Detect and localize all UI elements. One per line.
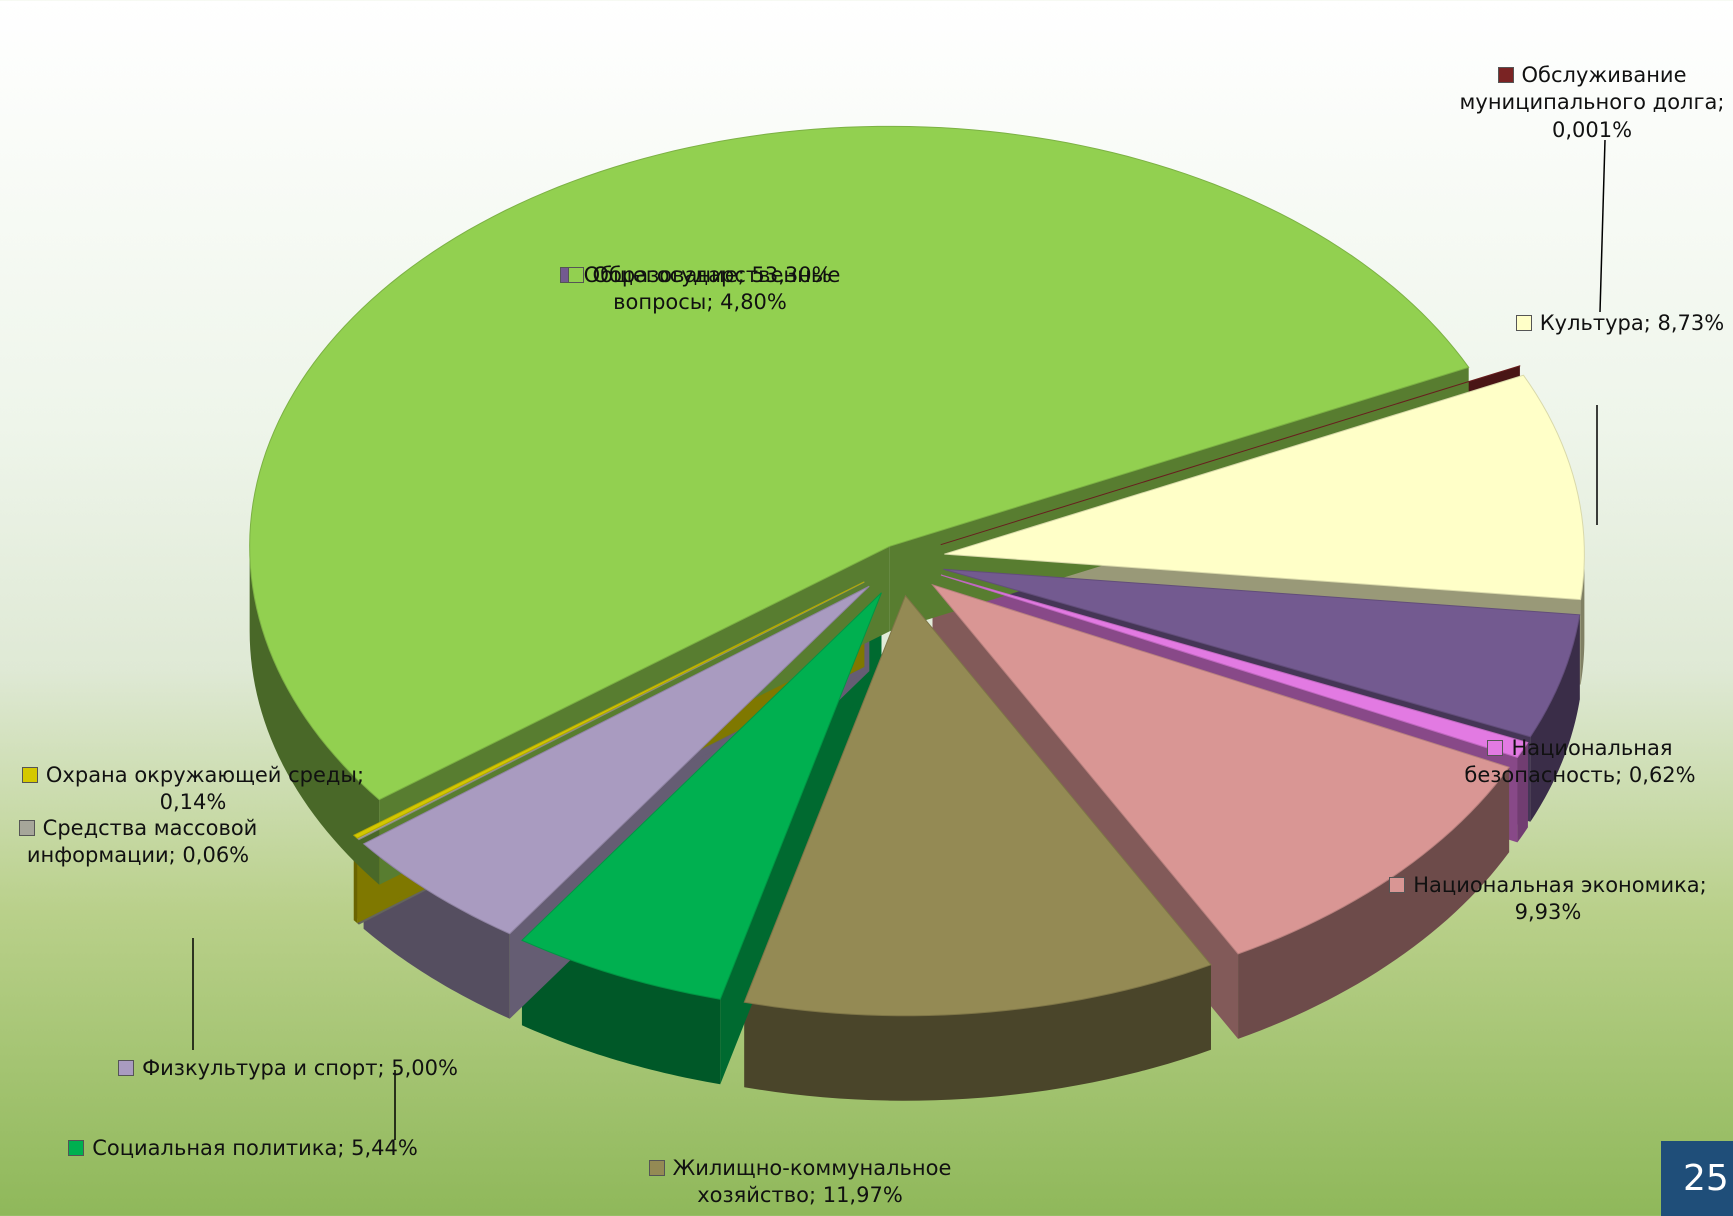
label-marker bbox=[568, 267, 584, 283]
category-name: Образование bbox=[592, 263, 737, 287]
value-label: 4,80% bbox=[720, 290, 787, 314]
data-label: Жилищно-коммунальное хозяйство; 11,97% bbox=[630, 1155, 970, 1210]
label-separator: ; bbox=[1700, 873, 1707, 897]
label-marker bbox=[118, 1060, 134, 1076]
value-label: 0,14% bbox=[160, 790, 227, 814]
category-name: Охрана окружающей среды bbox=[46, 763, 357, 787]
label-marker bbox=[68, 1140, 84, 1156]
label-separator: ; bbox=[1615, 763, 1629, 787]
category-name: Физкультура и спорт bbox=[142, 1056, 377, 1080]
label-marker bbox=[1389, 877, 1405, 893]
page: Обслуживание муниципального долга; 0,001… bbox=[0, 0, 1733, 1216]
value-label: 53,30% bbox=[751, 263, 831, 287]
value-label: 9,93% bbox=[1515, 900, 1582, 924]
data-label: Образование; 53,30% bbox=[535, 262, 865, 289]
page-number: 25 bbox=[1661, 1141, 1733, 1216]
data-label: Национальная экономика; 9,93% bbox=[1368, 872, 1728, 927]
label-separator: ; bbox=[377, 1056, 391, 1080]
label-marker bbox=[1498, 67, 1514, 83]
data-label: Культура; 8,73% bbox=[1505, 310, 1733, 337]
label-separator: ; bbox=[337, 1136, 351, 1160]
label-marker bbox=[1487, 740, 1503, 756]
value-label: 8,73% bbox=[1658, 311, 1725, 335]
category-name: Социальная политика bbox=[92, 1136, 337, 1160]
leader-line bbox=[1600, 140, 1605, 312]
chart bbox=[0, 0, 1733, 1216]
label-separator: ; bbox=[738, 263, 752, 287]
data-label: Физкультура и спорт; 5,00% bbox=[98, 1055, 478, 1082]
label-separator: ; bbox=[809, 1183, 823, 1207]
value-label: 5,44% bbox=[351, 1136, 418, 1160]
label-marker bbox=[22, 767, 38, 783]
label-marker bbox=[1516, 315, 1532, 331]
label-separator: ; bbox=[357, 763, 364, 787]
value-label: 0,001% bbox=[1552, 118, 1632, 142]
value-label: 0,62% bbox=[1629, 763, 1696, 787]
data-label: Охрана окружающей среды; 0,14% bbox=[13, 762, 373, 817]
data-label: Средства массовой информации; 0,06% bbox=[8, 815, 268, 870]
label-marker bbox=[649, 1160, 665, 1176]
category-name: Культура bbox=[1540, 311, 1644, 335]
label-separator: ; bbox=[169, 843, 183, 867]
data-label: Обслуживание муниципального долга; 0,001… bbox=[1447, 62, 1733, 144]
label-separator: ; bbox=[1644, 311, 1658, 335]
category-name: Национальная экономика bbox=[1413, 873, 1699, 897]
label-marker bbox=[19, 820, 35, 836]
data-label: Национальная безопасность; 0,62% bbox=[1430, 735, 1730, 790]
value-label: 5,00% bbox=[391, 1056, 458, 1080]
label-separator: ; bbox=[706, 290, 720, 314]
data-label: Социальная политика; 5,44% bbox=[53, 1135, 433, 1162]
value-label: 11,97% bbox=[823, 1183, 903, 1207]
value-label: 0,06% bbox=[182, 843, 249, 867]
label-separator: ; bbox=[1717, 90, 1724, 114]
